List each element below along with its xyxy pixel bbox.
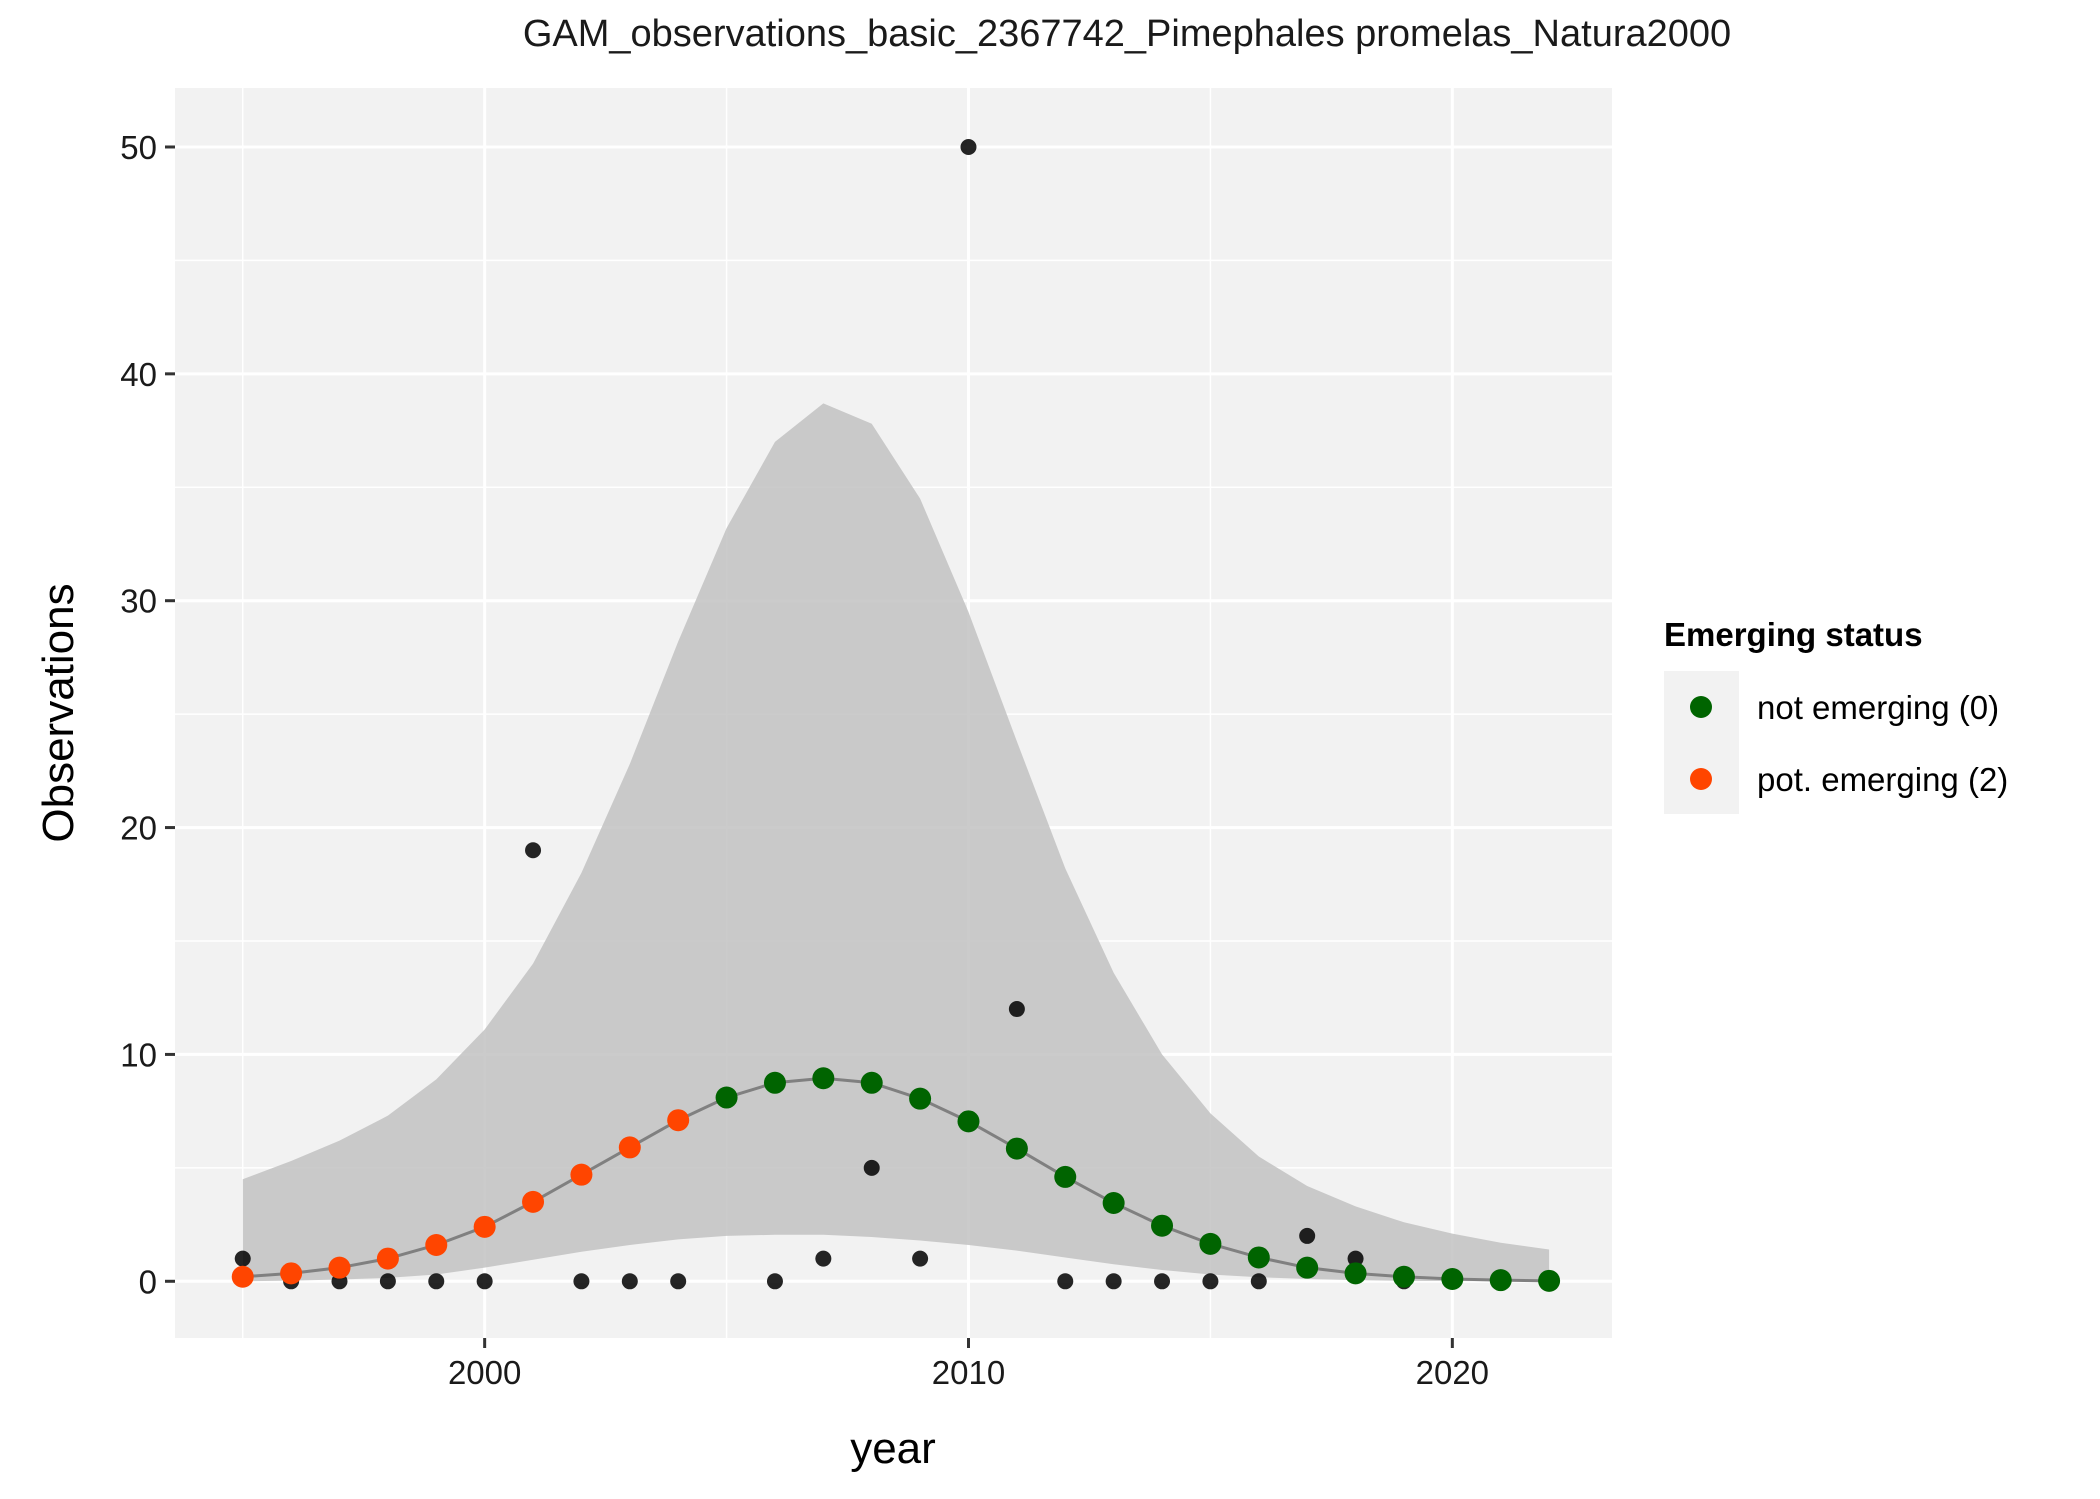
fit-point [812, 1067, 834, 1089]
fit-point [377, 1248, 399, 1270]
fit-point [619, 1136, 641, 1158]
legend-key [1690, 768, 1712, 790]
fit-point [570, 1164, 592, 1186]
observed-point [670, 1273, 686, 1289]
fit-point [329, 1257, 351, 1279]
legend-key [1690, 696, 1712, 718]
fit-point [716, 1087, 738, 1109]
observed-point [815, 1251, 831, 1267]
fit-point [232, 1266, 254, 1288]
observed-point [1202, 1273, 1218, 1289]
fit-point [474, 1216, 496, 1238]
x-axis-title: year [850, 1424, 936, 1473]
x-tick-label: 2000 [448, 1354, 521, 1391]
observed-point [864, 1160, 880, 1176]
x-tick-label: 2020 [1416, 1354, 1489, 1391]
fit-point [425, 1234, 447, 1256]
observed-point [573, 1273, 589, 1289]
y-axis: 0 10 20 30 40 50 [120, 129, 175, 1300]
fit-point [522, 1191, 544, 1213]
chart-title: GAM_observations_basic_2367742_Pimephale… [523, 13, 1731, 55]
fit-point [909, 1088, 931, 1110]
fit-point [764, 1072, 786, 1094]
y-tick-label: 40 [120, 356, 157, 393]
observed-point [428, 1273, 444, 1289]
fit-point [1296, 1257, 1318, 1279]
x-tick-label: 2010 [932, 1354, 1005, 1391]
fit-point [1248, 1246, 1270, 1268]
fit-point [861, 1072, 883, 1094]
observed-point [380, 1273, 396, 1289]
legend-key-background [1664, 671, 1739, 814]
legend-label: not emerging (0) [1757, 689, 1999, 726]
y-tick-label: 0 [139, 1263, 157, 1300]
legend-label: pot. emerging (2) [1757, 761, 2008, 798]
fit-point [1199, 1233, 1221, 1255]
observed-point [960, 139, 976, 155]
fit-point [1345, 1262, 1367, 1284]
observed-point [912, 1251, 928, 1267]
fit-point [1490, 1269, 1512, 1291]
fit-point [1393, 1266, 1415, 1288]
fit-point [957, 1110, 979, 1132]
fit-point [280, 1262, 302, 1284]
observed-point [1299, 1228, 1315, 1244]
fit-point [1441, 1268, 1463, 1290]
observed-point [1251, 1273, 1267, 1289]
y-tick-label: 50 [120, 129, 157, 166]
legend: Emerging status not emerging (0) pot. eme… [1664, 616, 2008, 814]
y-axis-title: Observations [34, 583, 83, 842]
y-tick-label: 20 [120, 810, 157, 847]
fit-point [1538, 1270, 1560, 1292]
fit-point [667, 1109, 689, 1131]
observed-point [767, 1273, 783, 1289]
observed-point [235, 1251, 251, 1267]
x-axis: 2000 2010 2020 [448, 1338, 1489, 1391]
fit-point [1151, 1215, 1173, 1237]
observed-point [477, 1273, 493, 1289]
legend-title: Emerging status [1664, 616, 1923, 653]
y-tick-label: 30 [120, 583, 157, 620]
observed-point [1154, 1273, 1170, 1289]
observed-point [1009, 1001, 1025, 1017]
fit-point [1054, 1166, 1076, 1188]
fit-point [1006, 1138, 1028, 1160]
observed-point [1057, 1273, 1073, 1289]
fit-point [1103, 1192, 1125, 1214]
y-tick-label: 10 [120, 1036, 157, 1073]
observed-point [622, 1273, 638, 1289]
observed-point [1106, 1273, 1122, 1289]
observed-point [525, 842, 541, 858]
